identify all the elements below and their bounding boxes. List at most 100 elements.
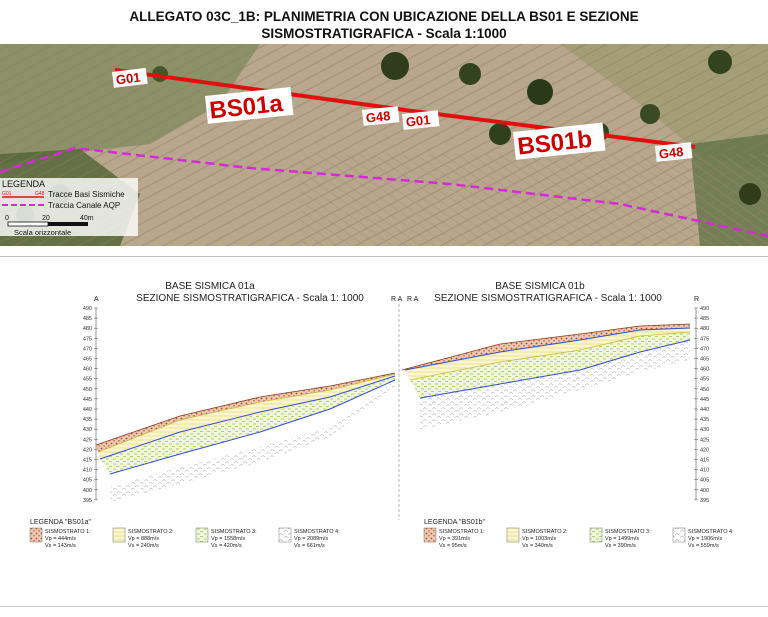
legend-swatch [195,527,209,543]
elevation-tick-left: 480 [83,326,92,332]
elevation-tick-right: 490 [700,306,709,312]
map-legend-title: LEGENDA [2,179,45,189]
elevation-tick-right: 425 [700,437,709,443]
elevation-axis-left: 490 485 480 475 470 465 460 455 450 445 440 435 430 4… [83,306,98,504]
legend-vs: Vs = 95m/s [439,543,467,549]
seismic-sections-canvas: BASE SISMICA 01a SEZIONE SISMOSTRATIGRAF… [29,281,734,549]
legend-layer-name: SISMOSTRATO 3: [211,529,257,535]
legend-layer-name: SISMOSTRATO 2: [128,529,174,535]
legend-vp: Vp = 2089m/s [294,536,328,542]
elevation-tick-right: 415 [700,458,709,464]
svg-text:G01: G01 [115,70,141,88]
legend-layer-name: SISMOSTRATO 1: [45,529,91,535]
elevation-tick-left: 405 [83,478,92,484]
legend-swatch [672,527,686,543]
legend-vp: Vp = 1906m/s [688,536,722,542]
legend-vp: Vp = 1003m/s [522,536,556,542]
elevation-tick-right: 405 [700,478,709,484]
label-g01-a: G01 [112,67,148,88]
aerial-map: G01 BS01a G48 G01 BS01b G48 LEGENDA G01 … [0,44,768,246]
elevation-tick-left: 395 [83,498,92,504]
label-g01-b: G01 [402,110,440,130]
legend-layer-name: SISMOSTRATO 4: [688,529,734,535]
elevation-tick-left: 435 [83,417,92,423]
section-a-layer-2 [98,374,395,459]
section-a-layer-4 [110,380,395,502]
elevation-tick-left: 445 [83,397,92,403]
elevation-tick-right: 440 [700,407,709,413]
section-a-end-left: A [94,296,99,303]
legend-swatch [589,527,603,543]
elevation-tick-right: 485 [700,316,709,322]
elevation-tick-left: 455 [83,377,92,383]
section-b-profile [401,323,691,430]
map-legend-item-seismic: Tracce Basi Sismiche [48,190,125,199]
seismic-sections: BASE SISMICA 01a SEZIONE SISMOSTRATIGRAF… [0,262,768,612]
elevation-tick-left: 470 [83,346,92,352]
elevation-tick-right: 465 [700,357,709,363]
section-a-legend: SISMOSTRATO 1:Vp = 444m/sVs = 143m/s SISM… [29,527,340,549]
map-legend-item-canal: Traccia Canale AQP [48,201,120,210]
legend-vs: Vs = 559m/s [688,543,719,549]
legend-vp: Vp = 1558m/s [211,536,245,542]
legend-vs: Vs = 143m/s [45,543,76,549]
scale-40: 40m [80,215,94,222]
svg-text:G01: G01 [405,112,431,129]
aerial-map-canvas: G01 BS01a G48 G01 BS01b G48 LEGENDA G01 … [0,44,768,246]
elevation-tick-left: 440 [83,407,92,413]
legend-vp: Vp = 888m/s [128,536,159,542]
section-a-title-2: SEZIONE SISMOSTRATIGRAFICA - Scala 1: 10… [136,293,364,304]
section-b-layer-2 [405,328,690,380]
page-title-line-2: SISMOSTRATIGRAFICA - Scala 1:1000 [261,26,507,41]
section-a-profile [95,372,396,502]
bottom-rule [0,606,768,607]
legend-layer-name: SISMOSTRATO 4: [294,529,340,535]
scale-label: Scala orizzontale [14,228,71,237]
legend-layer-name: SISMOSTRATO 1: [439,529,485,535]
legend-layer-name: SISMOSTRATO 3: [605,529,651,535]
elevation-tick-left: 490 [83,306,92,312]
elevation-tick-left: 485 [83,316,92,322]
legend-vp: Vp = 1499m/s [605,536,639,542]
elevation-tick-left: 465 [83,357,92,363]
legend-vs: Vs = 240m/s [128,543,159,549]
section-b-layer-3 [410,332,690,398]
section-b-legend: SISMOSTRATO 1:Vp = 391m/sVs = 95m/s SISMO… [423,527,734,549]
section-b-end-right: R [694,296,699,303]
legend-vs: Vs = 390m/s [605,543,636,549]
elevation-tick-left: 450 [83,387,92,393]
map-legend-line-end: G48 [35,191,45,197]
section-a-title-1: BASE SISMICA 01a [165,281,255,292]
legend-vs: Vs = 340m/s [522,543,553,549]
section-b-title-2: SEZIONE SISMOSTRATIGRAFICA - Scala 1: 10… [434,293,662,304]
elevation-tick-right: 480 [700,326,709,332]
label-g48-b: G48 [654,142,693,162]
legend-vp: Vp = 391m/s [439,536,470,542]
elevation-tick-left: 410 [83,468,92,474]
elevation-axis-right: 490 485 480 475 470 465 460 455 450 445 440 435 430 4… [694,306,709,504]
section-b-layer-1 [402,324,690,370]
section-divider [0,256,768,257]
legend-swatch [112,527,126,543]
legend-swatch [278,527,292,543]
elevation-tick-right: 445 [700,397,709,403]
elevation-tick-right: 410 [700,468,709,474]
section-a-end-right: R A [391,296,403,303]
svg-text:G48: G48 [658,144,684,161]
label-bs01a: BS01a [205,87,294,125]
label-bs01b: BS01b [513,122,606,161]
seismic-line-bs01a [114,68,406,112]
canal-trace-line [0,146,768,238]
elevation-tick-left: 425 [83,437,92,443]
elevation-tick-left: 400 [83,488,92,494]
legend-vs: Vs = 420m/s [211,543,242,549]
map-legend: LEGENDA G01 G48 Tracce Basi Sismiche Tra… [0,178,138,237]
elevation-tick-left: 415 [83,458,92,464]
scale-0: 0 [5,215,9,222]
section-a-legend-title: LEGENDA "BS01a" [30,519,92,526]
elevation-tick-right: 450 [700,387,709,393]
elevation-tick-left: 475 [83,336,92,342]
section-b-end-left: R A [407,296,419,303]
elevation-tick-right: 460 [700,367,709,373]
legend-swatch [29,527,43,543]
